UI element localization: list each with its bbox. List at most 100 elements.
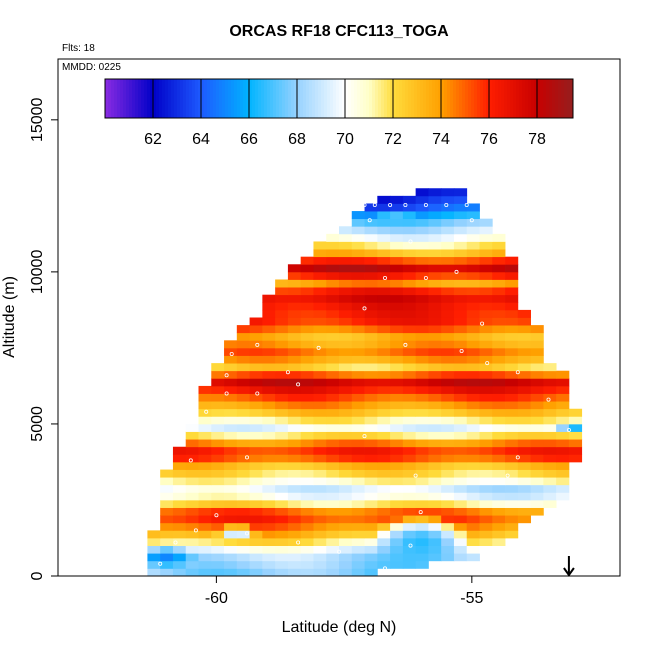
heatmap-cell — [415, 401, 429, 410]
heatmap-cell — [441, 294, 455, 303]
heatmap-cell — [351, 287, 365, 296]
colorbar-swatch — [468, 79, 472, 118]
heatmap-cell — [339, 431, 353, 440]
heatmap-cell — [236, 325, 250, 334]
heatmap-cell — [466, 408, 480, 417]
heatmap-cell — [428, 515, 442, 524]
heatmap-cell — [505, 264, 519, 273]
heatmap-cell — [517, 401, 531, 410]
heatmap-cell — [326, 537, 340, 546]
heatmap-cell — [530, 416, 544, 425]
heatmap-cell — [339, 416, 353, 425]
heatmap-cell — [236, 515, 250, 524]
heatmap-cell — [364, 477, 378, 486]
sample-point — [403, 342, 408, 347]
heatmap-cell — [313, 469, 327, 478]
heatmap-cell — [300, 515, 314, 524]
heatmap-cell — [377, 287, 391, 296]
heatmap-cell — [505, 302, 519, 311]
heatmap-cell — [479, 545, 493, 554]
heatmap-cell — [262, 522, 276, 531]
heatmap-cell — [556, 492, 570, 501]
heatmap-cell — [428, 492, 442, 501]
heatmap-cell — [236, 431, 250, 440]
heatmap-cell — [466, 469, 480, 478]
heatmap-cell — [453, 363, 468, 372]
heatmap-cell — [453, 309, 468, 318]
colorbar-swatch — [156, 79, 160, 118]
heatmap-cell — [351, 325, 365, 334]
heatmap-cell — [568, 431, 583, 440]
heatmap-cell — [351, 355, 365, 364]
heatmap-cell — [479, 347, 493, 356]
heatmap-cell — [453, 302, 468, 311]
heatmap-cell — [275, 568, 289, 577]
heatmap-cell — [415, 385, 429, 394]
heatmap-cell — [300, 340, 314, 349]
heatmap-cell — [415, 294, 429, 303]
heatmap-cell — [428, 309, 442, 318]
heatmap-cell — [402, 522, 417, 531]
heatmap-cell — [224, 385, 238, 394]
colorbar-swatch — [198, 79, 202, 118]
heatmap-cell — [275, 499, 289, 508]
heatmap-cell — [543, 461, 557, 470]
heatmap-cell — [300, 530, 314, 539]
heatmap-cell — [351, 454, 365, 463]
heatmap-cell — [313, 537, 327, 546]
colorbar-swatch — [432, 79, 436, 118]
heatmap-cell — [339, 233, 353, 242]
heatmap-cell — [479, 256, 493, 265]
heatmap-cell — [390, 249, 404, 258]
heatmap-cell — [198, 454, 212, 463]
heatmap-cell — [364, 431, 378, 440]
heatmap-cell — [147, 530, 161, 539]
sample-point — [454, 269, 459, 274]
heatmap-cell — [402, 454, 417, 463]
colorbar-swatch — [507, 79, 511, 118]
heatmap-cell — [543, 499, 557, 508]
heatmap-cell — [364, 393, 378, 402]
colorbar-swatch — [252, 79, 256, 118]
colorbar-swatch — [525, 79, 529, 118]
heatmap-cell — [479, 332, 493, 341]
heatmap-cell — [339, 271, 353, 280]
heatmap-cell — [530, 461, 544, 470]
colorbar-swatch — [312, 79, 316, 118]
heatmap-cell — [492, 363, 506, 372]
heatmap-cell — [326, 492, 340, 501]
sample-point — [403, 202, 408, 207]
heatmap-cell — [313, 454, 327, 463]
heatmap-cell — [492, 484, 506, 493]
heatmap-cell — [249, 317, 263, 326]
heatmap-cell — [402, 317, 417, 326]
heatmap-cell — [198, 507, 212, 516]
colorbar-swatch — [213, 79, 217, 118]
heatmap-cell — [326, 507, 340, 516]
heatmap-cell — [390, 256, 404, 265]
sample-point — [158, 561, 163, 566]
heatmap-cell — [492, 233, 506, 242]
heatmap-cell — [402, 325, 417, 334]
heatmap-cell — [453, 492, 468, 501]
heatmap-cell — [402, 309, 417, 318]
heatmap-cell — [530, 408, 544, 417]
heatmap-cell — [236, 537, 250, 546]
heatmap-cell — [351, 507, 365, 516]
heatmap-cell — [428, 264, 442, 273]
colorbar-swatch — [243, 79, 247, 118]
heatmap-cell — [351, 218, 365, 227]
heatmap-cell — [249, 401, 263, 410]
colorbar-swatch — [396, 79, 400, 118]
heatmap-cell — [390, 340, 404, 349]
heatmap-cell — [402, 241, 417, 250]
heatmap-cell — [428, 446, 442, 455]
x-axis: -60 -55 — [205, 576, 484, 607]
heatmap-cell — [492, 355, 506, 364]
heatmap-cell — [479, 431, 493, 440]
heatmap-cell — [377, 515, 391, 524]
heatmap-cell — [313, 553, 327, 562]
heatmap-cell — [466, 416, 480, 425]
heatmap-cell — [364, 401, 378, 410]
heatmap-cell — [441, 203, 455, 212]
